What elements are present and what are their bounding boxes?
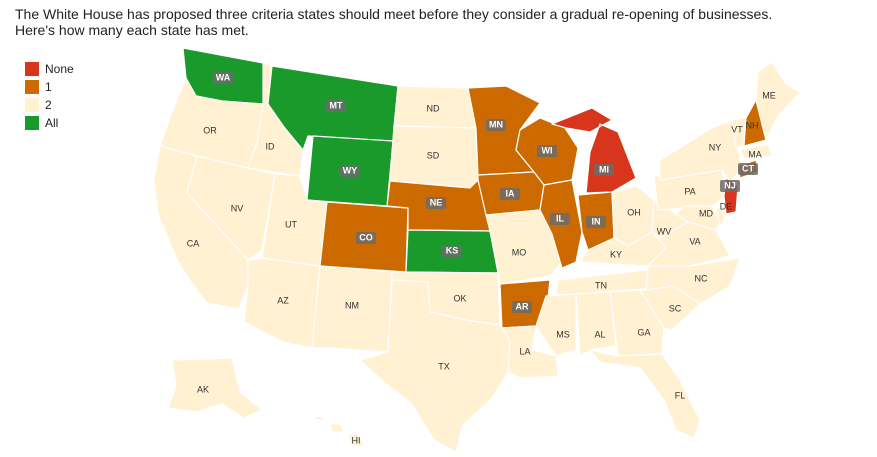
state-label-de: DE (720, 201, 733, 211)
state-label-box-il (550, 213, 570, 225)
state-label-ks: KS (446, 245, 459, 255)
state-label-al: AL (594, 329, 605, 339)
legend-label: All (45, 116, 59, 130)
state-hi (311, 415, 365, 447)
state-label-ak: AK (197, 384, 209, 394)
state-label-or: OR (203, 125, 217, 135)
state-label-box-wy (340, 165, 360, 177)
legend-item-2: 2 (25, 96, 74, 114)
state-label-mn: MN (489, 119, 503, 129)
state-ny (659, 119, 743, 183)
map-caption: The White House has proposed three crite… (15, 6, 875, 38)
state-label-mi: MI (599, 164, 609, 174)
state-ms (535, 293, 577, 357)
state-label-ut: UT (285, 219, 297, 229)
legend-item-none: None (25, 60, 74, 78)
state-label-box-mt (326, 100, 346, 112)
legend-label: None (45, 62, 74, 76)
state-label-box-mi (594, 164, 614, 176)
state-label-id: ID (266, 141, 276, 151)
state-label-wy: WY (343, 165, 358, 175)
state-label-ms: MS (556, 329, 570, 339)
state-label-nj: NJ (724, 180, 736, 190)
state-label-box-ar (512, 301, 532, 313)
state-label-tn: TN (595, 280, 607, 290)
state-label-nm: NM (345, 300, 359, 310)
state-label-in: IN (592, 216, 601, 226)
state-tx (359, 279, 511, 453)
state-label-az: AZ (277, 295, 289, 305)
state-label-box-ne (426, 197, 446, 209)
state-label-ky: KY (610, 249, 622, 259)
state-label-wi: WI (542, 145, 553, 155)
state-label-md: MD (699, 208, 713, 218)
legend-label: 2 (45, 98, 52, 112)
state-me (755, 61, 801, 141)
state-label-box-mn (486, 119, 506, 131)
state-label-il: IL (556, 213, 565, 223)
state-ak (167, 357, 263, 419)
state-label-mo: MO (512, 247, 527, 257)
state-nc (645, 257, 741, 305)
state-label-wv: WV (657, 226, 672, 236)
legend-label: 1 (45, 80, 52, 94)
state-label-sc: SC (669, 303, 682, 313)
map-legend: None 1 2 All (25, 60, 74, 132)
state-shapes (153, 47, 801, 453)
state-label-ma: MA (748, 149, 762, 159)
state-label-hi: HI (352, 435, 361, 445)
state-nv (186, 155, 276, 261)
state-mi (551, 107, 637, 194)
state-label-oh: OH (627, 207, 641, 217)
state-label-box-ia (500, 188, 520, 200)
state-label-ny: NY (709, 142, 722, 152)
legend-swatch (25, 116, 39, 130)
state-label-ct: CT (742, 163, 754, 173)
state-label-box-nj (720, 180, 740, 192)
state-label-la: LA (519, 346, 530, 356)
legend-swatch (25, 80, 39, 94)
legend-item-1: 1 (25, 78, 74, 96)
state-labels: WA OR CA ID NV MT WY UT AZ CO NM ND SD NE KS OK TX MN IA MO… (187, 72, 776, 445)
state-label-ar: AR (516, 301, 529, 311)
state-label-box-wi (537, 145, 557, 157)
state-label-nh: NH (746, 120, 759, 130)
legend-swatch (25, 62, 39, 76)
state-label-fl: FL (675, 390, 686, 400)
state-ga (609, 289, 665, 357)
state-label-mt: MT (330, 100, 343, 110)
legend-swatch (25, 98, 39, 112)
state-label-wa: WA (216, 72, 231, 82)
state-fl (589, 349, 701, 439)
state-label-box-wa (213, 72, 233, 84)
state-label-sd: SD (427, 150, 440, 160)
state-md (675, 205, 721, 231)
state-nm (311, 265, 393, 353)
caption-line-2: Here's how many each state has met. (15, 22, 249, 38)
state-label-ga: GA (637, 327, 650, 337)
state-la (501, 325, 559, 379)
state-label-ok: OK (453, 293, 466, 303)
state-label-nv: NV (231, 203, 244, 213)
state-label-va: VA (689, 236, 700, 246)
legend-item-all: All (25, 114, 74, 132)
state-label-box-in (586, 216, 606, 228)
state-label-pa: PA (684, 186, 695, 196)
state-label-vt: VT (731, 124, 743, 134)
state-label-box-ks (442, 245, 462, 257)
state-al (575, 291, 617, 357)
state-label-box-ct (738, 163, 758, 175)
state-label-tx: TX (438, 361, 450, 371)
state-ma (739, 143, 773, 159)
state-label-co: CO (359, 232, 373, 242)
state-label-box-co (356, 232, 376, 244)
state-label-ca: CA (187, 238, 200, 248)
state-label-ia: IA (506, 188, 516, 198)
state-label-nd: ND (427, 103, 440, 113)
caption-line-1: The White House has proposed three crite… (15, 6, 773, 22)
state-label-ne: NE (430, 197, 443, 207)
state-label-nc: NC (695, 273, 708, 283)
state-label-me: ME (762, 90, 776, 100)
